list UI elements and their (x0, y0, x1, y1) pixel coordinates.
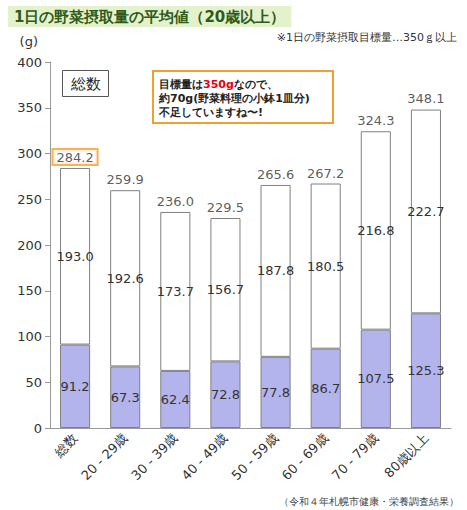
svg-text:70 - 79歳: 70 - 79歳 (329, 431, 381, 483)
svg-text:250: 250 (17, 192, 42, 207)
svg-text:265.6: 265.6 (257, 167, 294, 182)
svg-text:※1日の野菜摂取目標量…350ｇ以上: ※1日の野菜摂取目標量…350ｇ以上 (277, 31, 457, 44)
svg-text:91.2: 91.2 (61, 379, 90, 394)
svg-text:目標量は: 目標量は (159, 78, 203, 91)
svg-text:125.3: 125.3 (407, 363, 444, 378)
svg-text:50: 50 (25, 375, 42, 390)
svg-text:192.6: 192.6 (107, 271, 144, 286)
svg-text:222.7: 222.7 (407, 204, 444, 219)
svg-text:348.1: 348.1 (407, 91, 444, 106)
svg-text:不足していますね〜!: 不足していますね〜! (158, 106, 263, 119)
svg-text:200: 200 (17, 238, 42, 253)
svg-text:300: 300 (17, 146, 42, 161)
svg-text:100: 100 (17, 329, 42, 344)
svg-text:173.7: 173.7 (157, 284, 194, 299)
svg-text:50 - 59歳: 50 - 59歳 (229, 431, 281, 483)
svg-text:60 - 69歳: 60 - 69歳 (279, 431, 331, 483)
svg-text:0: 0 (34, 421, 42, 436)
svg-text:総数: 総数 (51, 431, 81, 461)
svg-text:180.5: 180.5 (307, 259, 344, 274)
svg-text:350g: 350g (203, 78, 234, 91)
svg-text:72.8: 72.8 (211, 387, 240, 402)
svg-text:150: 150 (17, 283, 42, 298)
svg-text:229.5: 229.5 (207, 200, 244, 215)
svg-text:350: 350 (17, 100, 42, 115)
svg-text:約70g(野菜料理の小鉢1皿分): 約70g(野菜料理の小鉢1皿分) (158, 92, 310, 105)
svg-text:193.0: 193.0 (56, 249, 93, 264)
svg-text:267.2: 267.2 (307, 166, 344, 181)
svg-text:107.5: 107.5 (357, 371, 394, 386)
svg-text:400: 400 (17, 55, 42, 70)
svg-text:324.3: 324.3 (357, 113, 394, 128)
svg-text:216.8: 216.8 (357, 223, 394, 238)
svg-text:156.7: 156.7 (207, 282, 244, 297)
svg-text:30 - 39歳: 30 - 39歳 (128, 431, 180, 483)
svg-text:総数: 総数 (70, 75, 101, 93)
svg-text:187.8: 187.8 (257, 263, 294, 278)
svg-text:86.7: 86.7 (311, 381, 340, 396)
svg-text:67.3: 67.3 (111, 390, 140, 405)
svg-text:62.4: 62.4 (161, 392, 190, 407)
svg-text:259.9: 259.9 (107, 172, 144, 187)
svg-text:(g): (g) (20, 34, 38, 49)
svg-text:なので、: なので、 (234, 78, 278, 91)
svg-text:236.0: 236.0 (157, 194, 194, 209)
svg-text:1日の野菜摂取量の平均値（20歳以上）: 1日の野菜摂取量の平均値（20歳以上） (14, 8, 285, 26)
svg-text:20 - 29歳: 20 - 29歳 (78, 431, 130, 483)
svg-text:40 - 49歳: 40 - 49歳 (178, 431, 230, 483)
svg-text:80歳以上: 80歳以上 (381, 431, 431, 481)
svg-text:284.2: 284.2 (56, 150, 93, 165)
svg-text:（令和４年札幌市健康・栄養調査結果）: （令和４年札幌市健康・栄養調査結果） (279, 496, 459, 507)
svg-text:77.8: 77.8 (261, 385, 290, 400)
